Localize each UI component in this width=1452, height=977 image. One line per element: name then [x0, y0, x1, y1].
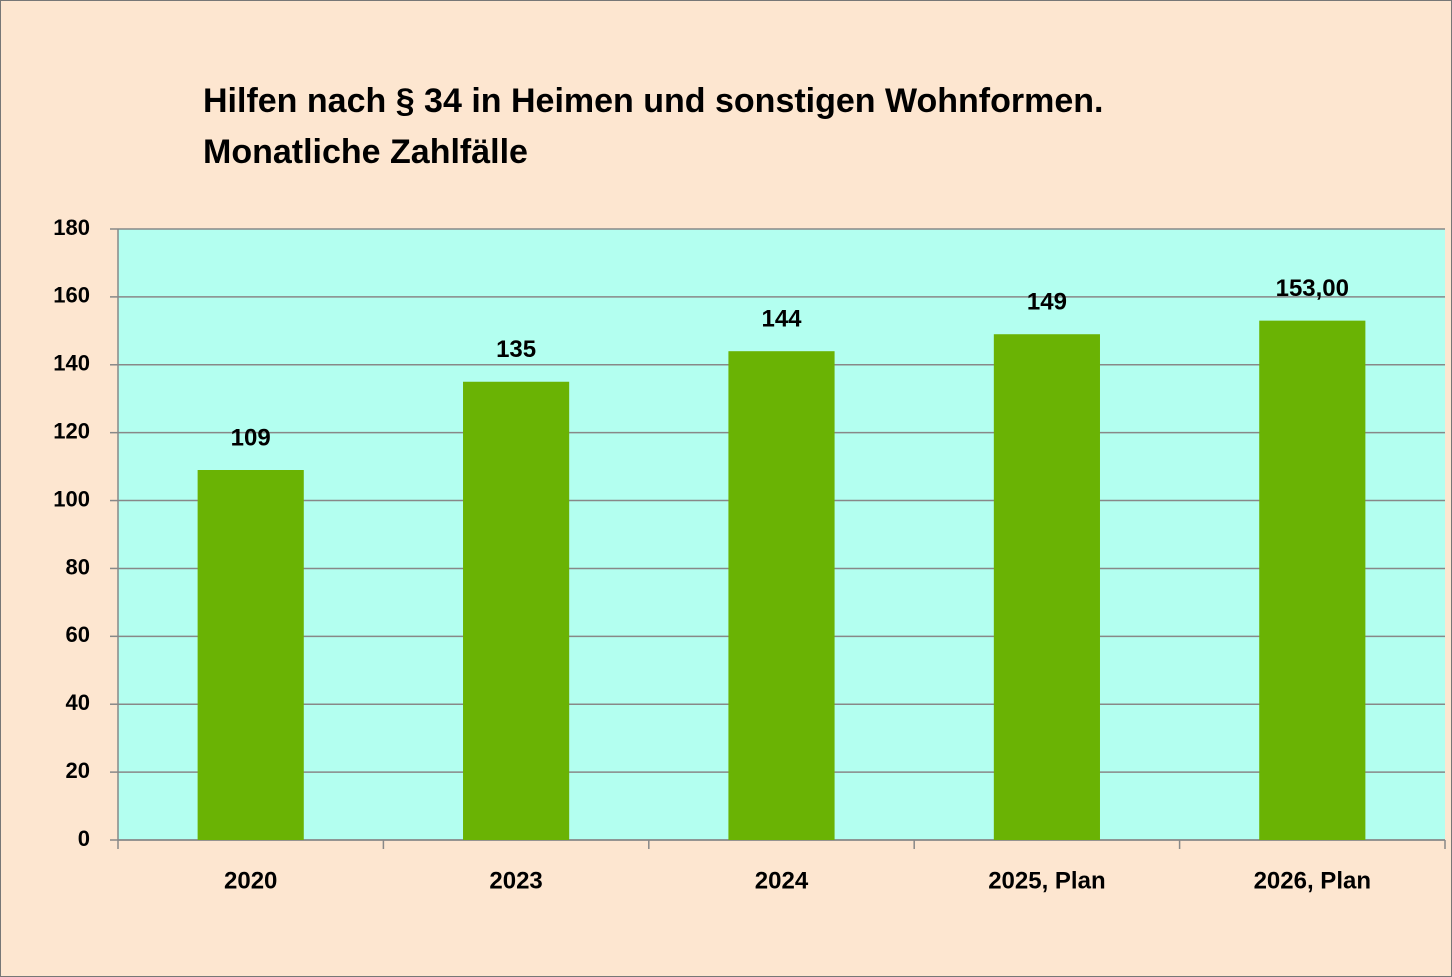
bar	[463, 381, 570, 840]
value-label: 153,00	[1276, 275, 1349, 302]
x-tick-label: 2023	[489, 867, 542, 894]
y-tick-label: 40	[66, 690, 90, 715]
x-tick-label: 2024	[755, 867, 809, 894]
x-tick-label: 2025, Plan	[988, 867, 1105, 894]
bar	[728, 351, 835, 840]
value-label: 135	[496, 336, 536, 363]
bar	[197, 470, 304, 840]
y-tick-label: 100	[53, 486, 90, 511]
y-tick-label: 120	[53, 418, 90, 443]
y-tick-label: 180	[53, 215, 90, 240]
bar	[993, 334, 1100, 840]
chart-title: Hilfen nach § 34 in Heimen und sonstigen…	[203, 82, 1103, 120]
y-tick-label: 0	[78, 826, 90, 851]
value-label: 109	[231, 424, 271, 451]
x-tick-label: 2020	[224, 867, 277, 894]
y-tick-label: 20	[66, 758, 90, 783]
value-label: 144	[761, 306, 802, 333]
y-tick-label: 140	[53, 351, 90, 376]
x-tick-label: 2026, Plan	[1254, 867, 1371, 894]
chart-title: Monatliche Zahlfälle	[203, 133, 528, 171]
value-label: 149	[1027, 289, 1067, 316]
y-tick-label: 80	[66, 554, 90, 579]
y-tick-label: 60	[66, 622, 90, 647]
bar	[1259, 320, 1366, 840]
y-tick-label: 160	[53, 283, 90, 308]
